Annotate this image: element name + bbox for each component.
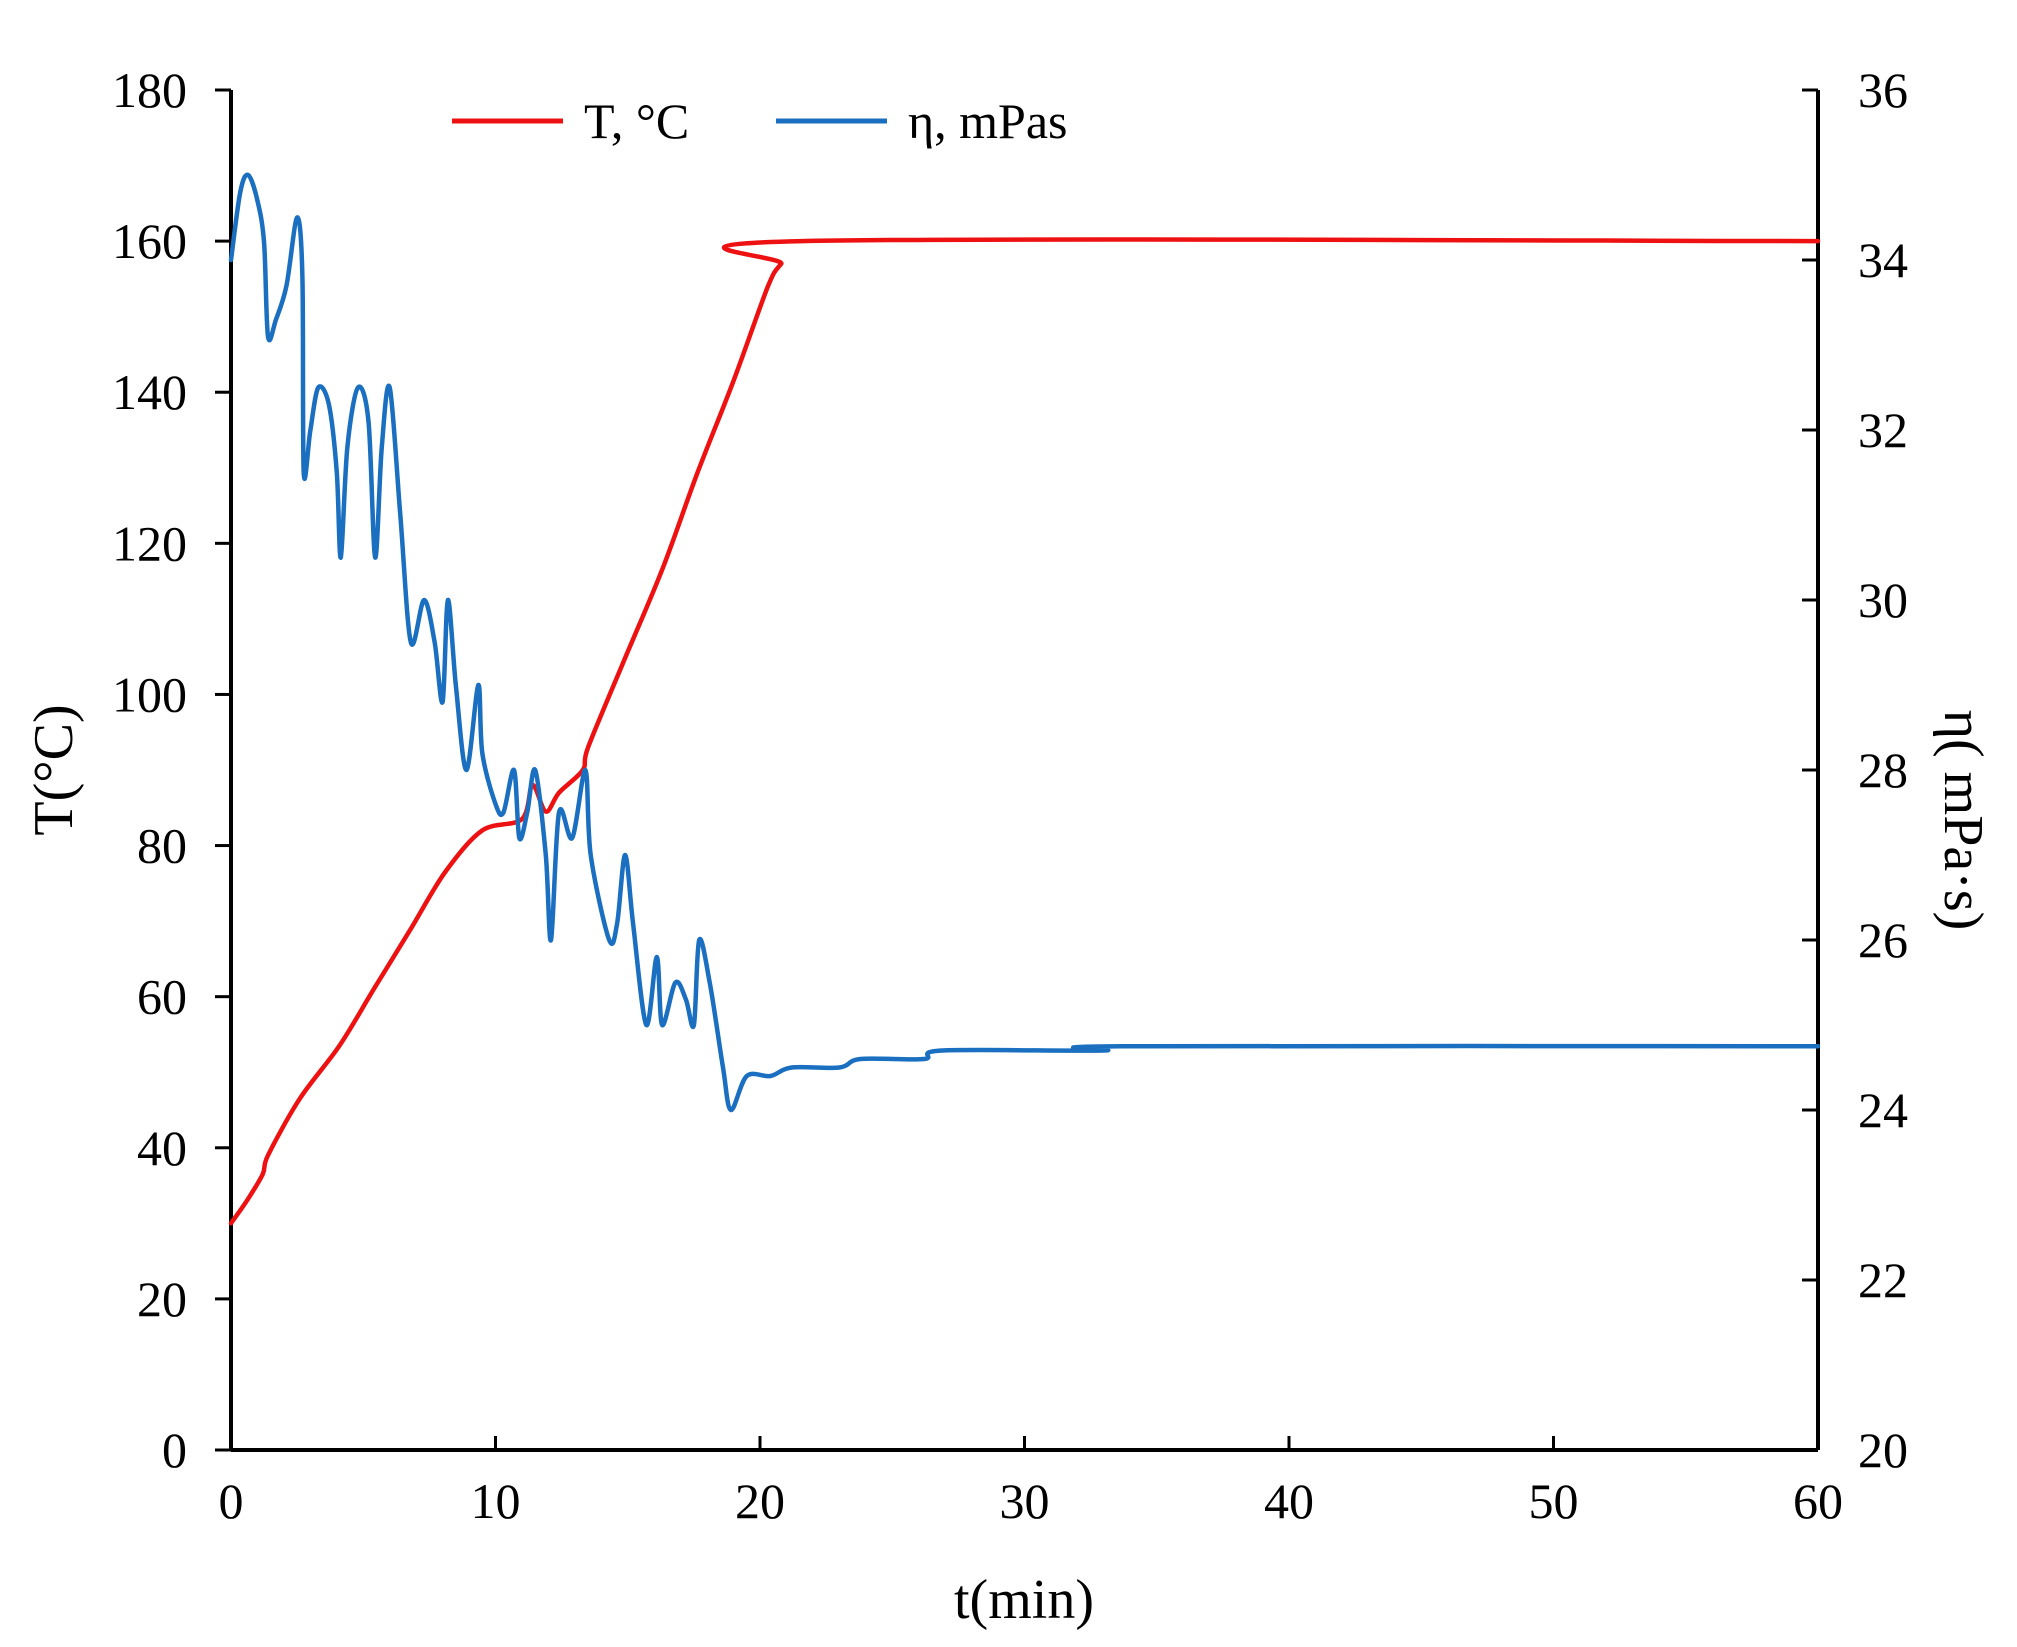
right-y-tick-label: 32 <box>1858 402 1908 458</box>
right-y-tick-label: 36 <box>1858 62 1908 118</box>
left-y-tick-label: 0 <box>162 1422 187 1478</box>
right-y-tick-label: 22 <box>1858 1252 1908 1308</box>
x-tick-label: 60 <box>1793 1473 1843 1529</box>
x-tick-labels: 0 10 20 30 40 50 60 <box>219 1473 1844 1529</box>
x-tick-label: 0 <box>219 1473 244 1529</box>
right-y-tick-label: 30 <box>1858 572 1908 628</box>
left-y-tick-label: 60 <box>137 969 187 1025</box>
left-y-tick-label: 40 <box>137 1120 187 1176</box>
right-y-axis-title: η( mPa·s) <box>1932 710 1994 931</box>
left-y-tick-label: 180 <box>112 62 187 118</box>
x-axis-title: t(min) <box>954 1569 1094 1631</box>
left-y-tick-label: 140 <box>112 364 187 420</box>
left-y-tick-label: 80 <box>137 818 187 874</box>
left-y-axis-title: T(°C) <box>23 704 85 835</box>
left-y-tick-labels: 0 20 40 60 80 100 120 140 160 180 <box>112 62 187 1478</box>
temperature-series-line <box>228 237 1821 1226</box>
right-y-tick-label: 20 <box>1858 1422 1908 1478</box>
series-lines <box>228 172 1821 1226</box>
legend: T, °C η, mPas <box>452 93 1068 149</box>
left-y-tick-label: 20 <box>137 1271 187 1327</box>
right-y-tick-label: 26 <box>1858 912 1908 968</box>
legend-label-viscosity: η, mPas <box>908 93 1068 149</box>
right-y-tick-label: 24 <box>1858 1082 1908 1138</box>
x-tick-label: 30 <box>1000 1473 1050 1529</box>
viscosity-series-line <box>228 172 1821 1113</box>
x-tick-label: 10 <box>471 1473 521 1529</box>
left-y-tick-label: 120 <box>112 515 187 571</box>
plot-area <box>215 88 1821 1452</box>
x-tick-label: 40 <box>1264 1473 1314 1529</box>
tick-marks <box>215 88 1820 1452</box>
legend-label-temperature: T, °C <box>584 93 689 149</box>
left-y-tick-label: 100 <box>112 666 187 722</box>
right-y-tick-labels: 20 22 24 26 28 30 32 34 36 <box>1858 62 1908 1478</box>
left-y-tick-label: 160 <box>112 213 187 269</box>
right-y-tick-label: 34 <box>1858 232 1908 288</box>
x-tick-label: 20 <box>735 1473 785 1529</box>
x-tick-label: 50 <box>1529 1473 1579 1529</box>
right-y-tick-label: 28 <box>1858 742 1908 798</box>
